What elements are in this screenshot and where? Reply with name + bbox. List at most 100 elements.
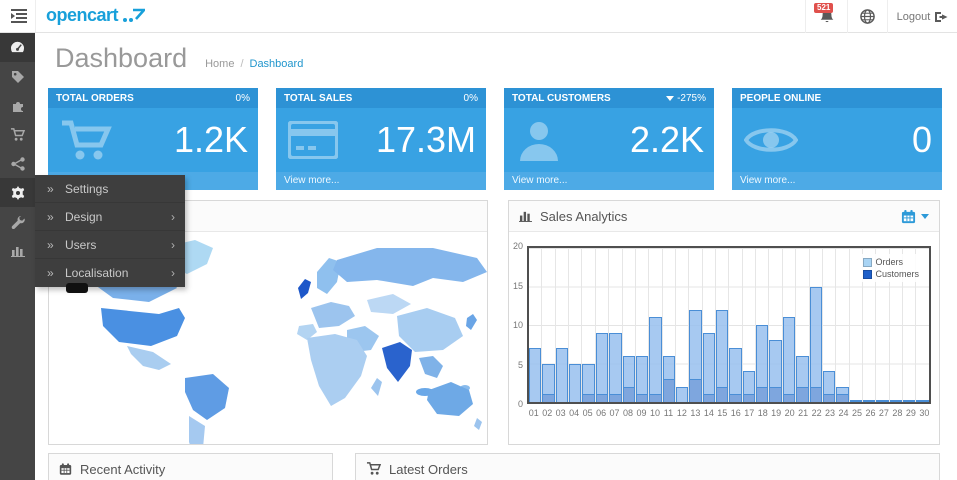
sidebar-item-dashboard[interactable] [0, 33, 35, 62]
x-tick-label: 07 [609, 408, 620, 418]
x-tick-label: 10 [649, 408, 660, 418]
breadcrumb-dashboard[interactable]: Dashboard [249, 58, 304, 70]
chart-column [609, 248, 623, 402]
orders-bar [729, 348, 742, 402]
legend-swatch [863, 257, 873, 267]
view-more-link[interactable]: View more... [276, 172, 486, 190]
sidebar-item-reports[interactable] [0, 236, 35, 265]
sales-analytics-chart: 0 5 10 15 20 Orders Customers 01 02 03 04 05 06 07 0… [509, 232, 939, 444]
sidebar-item-tools[interactable] [0, 207, 35, 236]
orders-bar [609, 332, 622, 402]
menu-item-localisation[interactable]: Localisation [35, 259, 185, 287]
chart-column [582, 248, 596, 402]
sidebar-item-marketing[interactable] [0, 149, 35, 178]
x-tick-label: 27 [878, 408, 889, 418]
chart-column [702, 248, 717, 402]
x-tick-label: 23 [825, 408, 836, 418]
tile-title: TOTAL ORDERS [56, 92, 134, 104]
menu-item-settings[interactable]: Settings [35, 175, 185, 203]
legend-entry: Customers [863, 269, 919, 279]
tile-title: TOTAL CUSTOMERS [512, 92, 611, 104]
language-button[interactable] [847, 0, 887, 33]
sidebar-item-system[interactable] [0, 178, 35, 207]
tile-header: TOTAL ORDERS 0% [48, 88, 258, 108]
chart-column [916, 248, 929, 402]
tile-body: 2.2K [504, 108, 714, 172]
sidebar-item-sales[interactable] [0, 120, 35, 149]
orders-bar [635, 355, 649, 402]
world-map-svg [63, 240, 487, 444]
orders-bar [702, 332, 716, 402]
sidebar-item-extensions[interactable] [0, 91, 35, 120]
breadcrumb: Home Dashboard [205, 58, 303, 70]
chart-column [729, 248, 743, 402]
customers-bar [702, 394, 716, 402]
x-tick-label: 12 [676, 408, 687, 418]
chart-column [622, 248, 636, 402]
x-tick-label: 09 [636, 408, 647, 418]
y-tick-label: 15 [512, 280, 523, 291]
share-icon [10, 156, 25, 171]
orders-bar [782, 317, 796, 402]
x-tick-label: 14 [703, 408, 714, 418]
double-angle-icon [47, 203, 54, 231]
orders-bar [796, 355, 809, 402]
breadcrumb-home[interactable]: Home [205, 58, 235, 70]
sidebar-item-catalog[interactable] [0, 62, 35, 91]
chart-column [862, 248, 877, 402]
x-tick-label: 04 [569, 408, 580, 418]
chevron-right-icon [171, 203, 175, 231]
breadcrumb-separator [234, 58, 249, 70]
x-tick-label: 18 [757, 408, 768, 418]
orders-bar [529, 348, 542, 402]
panel-title: Sales Analytics [540, 208, 628, 224]
map-tooltip [66, 283, 88, 293]
x-tick-label: 13 [690, 408, 701, 418]
view-more-link[interactable]: View more... [732, 172, 942, 190]
eye-icon [744, 128, 798, 152]
chart-column [689, 248, 703, 402]
customers-bar [796, 386, 809, 402]
y-tick-label: 10 [512, 320, 523, 330]
orders-bar [689, 309, 702, 402]
menu-item-users[interactable]: Users [35, 231, 185, 259]
customers-bar [649, 394, 662, 402]
chart-column [742, 248, 757, 402]
credit-card-icon [288, 121, 338, 159]
y-tick-label: 20 [512, 241, 523, 251]
chart-xlabels: 01 02 03 04 05 06 07 08 09 10 11 12 13 14 15 16 17 18 19 20… [527, 408, 931, 418]
tile-delta: -275% [666, 93, 706, 104]
notifications-button[interactable]: 521 [805, 0, 847, 33]
x-tick-label: 25 [851, 408, 862, 418]
tile-title: TOTAL SALES [284, 92, 353, 104]
menu-item-design[interactable]: Design [35, 203, 185, 231]
chart-column [529, 248, 543, 402]
tile-header: TOTAL SALES 0% [276, 88, 486, 108]
x-tick-label: 11 [663, 408, 674, 418]
orders-bar [649, 317, 662, 402]
customers-bar [729, 394, 742, 402]
page-header: Dashboard Home Dashboard [55, 43, 303, 74]
tile-value: 2.2K [629, 119, 704, 160]
sign-out-icon [935, 11, 948, 22]
date-range-button[interactable] [901, 209, 929, 224]
x-tick-label: 29 [905, 408, 916, 418]
panel-title: Recent Activity [80, 461, 166, 477]
tile-delta: 0% [463, 92, 478, 104]
customers-bar [769, 386, 782, 402]
shopping-cart-icon [366, 462, 381, 475]
chart-column [635, 248, 650, 402]
world-map[interactable] [49, 232, 487, 444]
tile-total-sales: TOTAL SALES 0% 17.3M View more... [276, 88, 486, 190]
chart-column [649, 248, 663, 402]
tile-value: 0 [911, 119, 932, 160]
chart-columns[interactable]: Orders Customers [527, 246, 931, 404]
logout-button[interactable]: Logout [887, 0, 957, 33]
x-tick-label: 15 [717, 408, 728, 418]
legend-label: Customers [875, 269, 919, 279]
view-more-link[interactable]: View more... [504, 172, 714, 190]
orders-bar [582, 363, 595, 402]
top-header: opencart 521 Logout [0, 0, 957, 33]
sidebar-toggle-button[interactable] [11, 9, 29, 23]
opencart-logo[interactable]: opencart [46, 5, 146, 26]
